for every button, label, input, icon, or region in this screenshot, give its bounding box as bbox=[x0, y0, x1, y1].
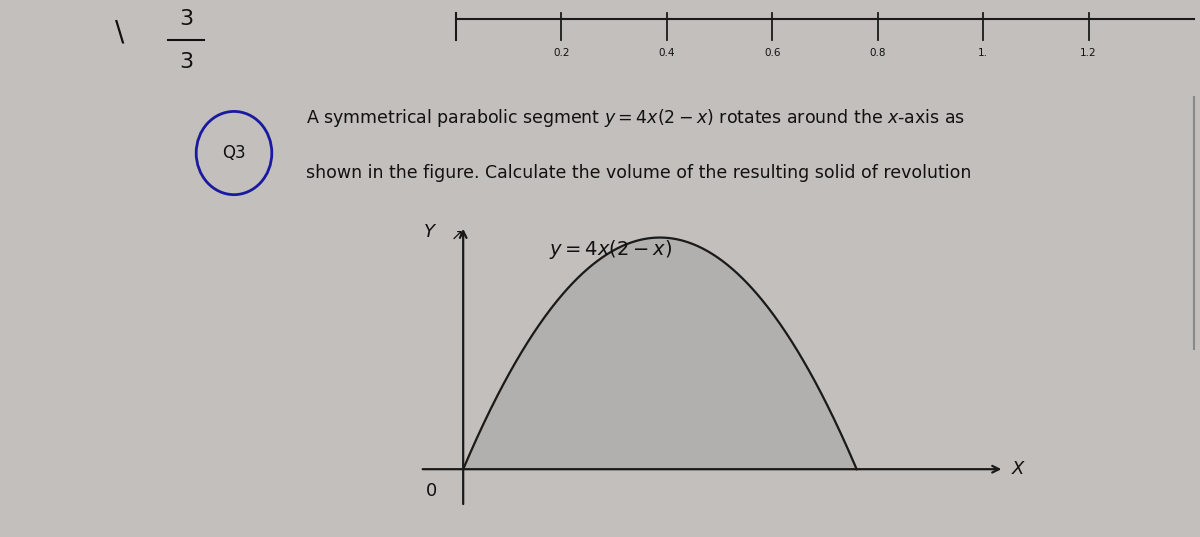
Text: A symmetrical parabolic segment $y = 4x(2-x)$ rotates around the $x$-axis as: A symmetrical parabolic segment $y = 4x(… bbox=[306, 107, 965, 129]
Text: $y = 4x(2-x)$: $y = 4x(2-x)$ bbox=[550, 238, 672, 260]
Text: 0.8: 0.8 bbox=[870, 48, 886, 59]
Text: ↗: ↗ bbox=[451, 227, 463, 242]
Text: 3: 3 bbox=[179, 9, 193, 29]
Text: Q3: Q3 bbox=[222, 144, 246, 162]
Text: 0: 0 bbox=[426, 482, 437, 500]
Text: Y: Y bbox=[425, 223, 436, 241]
Text: 0.4: 0.4 bbox=[659, 48, 676, 59]
Text: 1.: 1. bbox=[978, 48, 988, 59]
Text: X: X bbox=[1012, 460, 1024, 478]
Text: 0.2: 0.2 bbox=[553, 48, 570, 59]
Text: 0.6: 0.6 bbox=[764, 48, 780, 59]
Text: 3: 3 bbox=[179, 52, 193, 72]
Text: 1.2: 1.2 bbox=[1080, 48, 1097, 59]
Text: shown in the figure. Calculate the volume of the resulting solid of revolution: shown in the figure. Calculate the volum… bbox=[306, 164, 971, 182]
Text: \: \ bbox=[115, 18, 125, 46]
